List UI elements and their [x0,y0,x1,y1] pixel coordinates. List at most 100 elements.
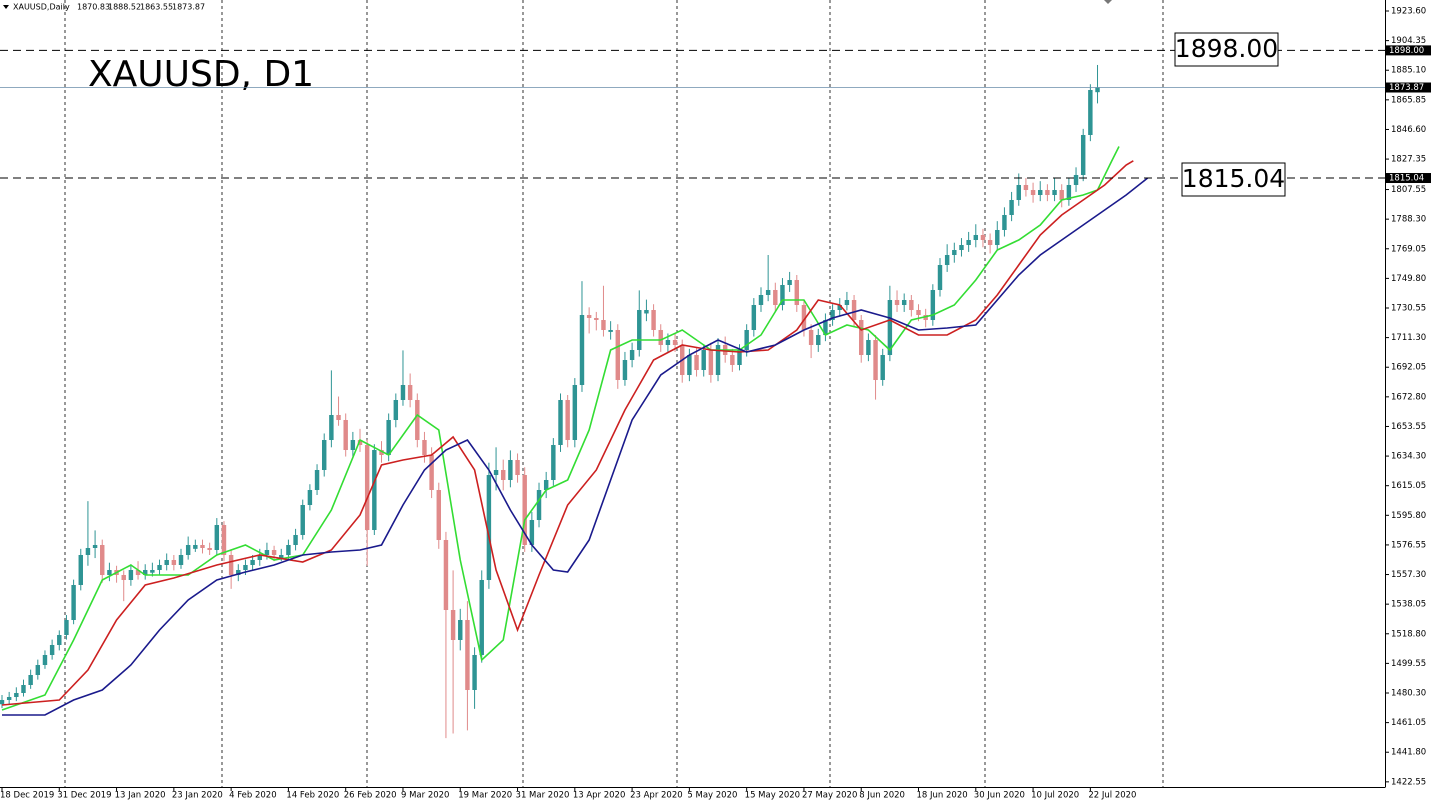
y-tick-label: 1788.30 [1391,215,1426,225]
candle-body [744,330,749,350]
candle-body [937,265,943,290]
candle-body [393,400,399,420]
candle-body [629,350,635,360]
candle-body [479,580,484,655]
candle-body [1073,175,1079,185]
y-tick-label: 1711.30 [1391,333,1426,343]
y-tick-label: 1499.55 [1391,659,1426,669]
candle-body [758,295,764,305]
y-tick-label: 1615.05 [1391,481,1426,491]
candle-body [522,475,527,545]
candle-body [980,235,986,240]
y-tick-label: 1807.55 [1391,185,1426,195]
candle-body [551,445,556,480]
candle-body [1088,90,1093,135]
candle-body [873,340,878,380]
candle-body [92,545,98,548]
candle-body [565,400,570,440]
candle-body [765,290,771,295]
candle-body [651,310,656,330]
chart-title: XAUUSD, D1 [88,54,314,95]
level-label: 1898.00 [1175,34,1278,63]
candle-body [615,330,621,380]
y-tick-label: 1422.55 [1391,777,1426,787]
candle-body [329,415,334,440]
x-tick-label: 10 Jul 2020 [1031,791,1079,801]
level-label: 1815.04 [1182,164,1285,193]
candle-body [773,290,778,305]
y-tick-label: 1904.35 [1391,36,1426,46]
candle-body [665,340,671,345]
candle-body [450,610,456,640]
candle-body [851,300,857,320]
candle-body [357,440,363,445]
candle-body [887,300,893,355]
y-tick-label: 1538.05 [1391,600,1426,610]
candle-body [28,675,33,685]
candle-body [422,440,427,455]
candle-body [21,685,26,693]
x-tick-label: 22 Jul 2020 [1088,791,1136,801]
candle-body [959,245,964,250]
candle-body [1038,190,1043,195]
candle-body [458,620,463,640]
candle-body [787,280,792,285]
price-tag: 1815.04 [1389,174,1424,184]
candle-body [193,545,198,549]
y-tick-label: 1557.30 [1391,570,1426,580]
candle-body [386,420,391,455]
candle-body [300,505,305,535]
y-tick-label: 1441.80 [1391,748,1426,758]
candle-body [737,350,742,365]
y-tick-label: 1923.60 [1391,7,1426,17]
candle-body [1030,190,1036,195]
candle-body [379,450,384,455]
candle-body [128,570,134,580]
candle-body [701,350,706,370]
x-tick-label: 9 Mar 2020 [401,791,449,801]
candle-body [157,565,162,570]
y-tick-label: 1865.85 [1391,95,1426,105]
candle-body [672,340,678,345]
candle-body [637,310,642,350]
candle-body [586,315,592,318]
candle-body [830,310,835,320]
candle-body [271,550,277,555]
header-low: 1863.55 [140,3,173,12]
candle-body [543,480,549,490]
candle-body [515,460,520,475]
candle-body [694,355,699,370]
candle-body [687,355,692,375]
candle-body [279,555,284,559]
y-tick-label: 1827.35 [1391,155,1426,165]
x-tick-label: 13 Jan 2020 [115,791,166,801]
candle-body [49,645,55,655]
candle-body [78,555,83,585]
candle-body [436,490,441,540]
candle-body [400,385,406,400]
candle-body [995,230,1000,245]
candle-body [236,570,241,575]
x-tick-label: 14 Feb 2020 [286,791,339,801]
candle-body [894,300,900,305]
candle-body [966,240,971,245]
candle-body [486,475,492,580]
candle-body [407,385,413,400]
candle-body [350,440,356,450]
x-tick-label: 26 Feb 2020 [344,791,397,801]
candle-body [415,400,420,440]
x-tick-label: 23 Jan 2020 [172,791,223,801]
plot [0,64,1149,739]
candle-body [987,240,993,245]
price-tag-bg [1386,45,1431,56]
moving-average-line [1,160,1134,706]
candle-body [207,548,212,550]
candle-body [801,305,807,330]
shift-marker [1104,0,1112,4]
candle-body [601,320,606,330]
x-tick-label: 31 Mar 2020 [516,791,570,801]
candle-body [952,250,957,255]
x-tick-label: 19 Mar 2020 [458,791,512,801]
